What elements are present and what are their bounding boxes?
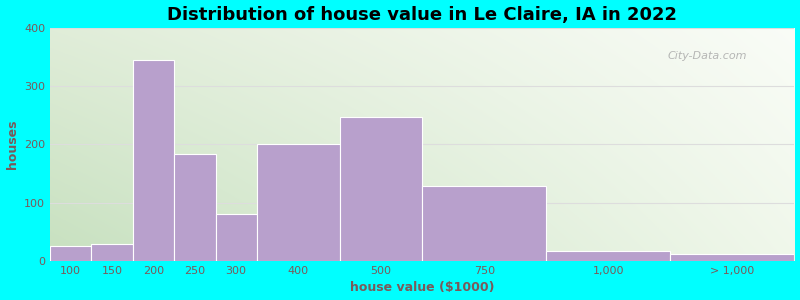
Bar — [546, 250, 670, 261]
Bar — [91, 244, 133, 261]
X-axis label: house value ($1000): house value ($1000) — [350, 281, 494, 294]
Y-axis label: houses: houses — [6, 120, 18, 169]
Text: City-Data.com: City-Data.com — [668, 51, 747, 61]
Bar — [174, 154, 215, 261]
Bar — [339, 117, 422, 261]
Bar — [215, 214, 257, 261]
Bar — [133, 60, 174, 261]
Title: Distribution of house value in Le Claire, IA in 2022: Distribution of house value in Le Claire… — [167, 6, 678, 24]
Bar — [422, 186, 546, 261]
Bar — [670, 254, 794, 261]
Bar — [50, 247, 91, 261]
Bar — [257, 145, 339, 261]
